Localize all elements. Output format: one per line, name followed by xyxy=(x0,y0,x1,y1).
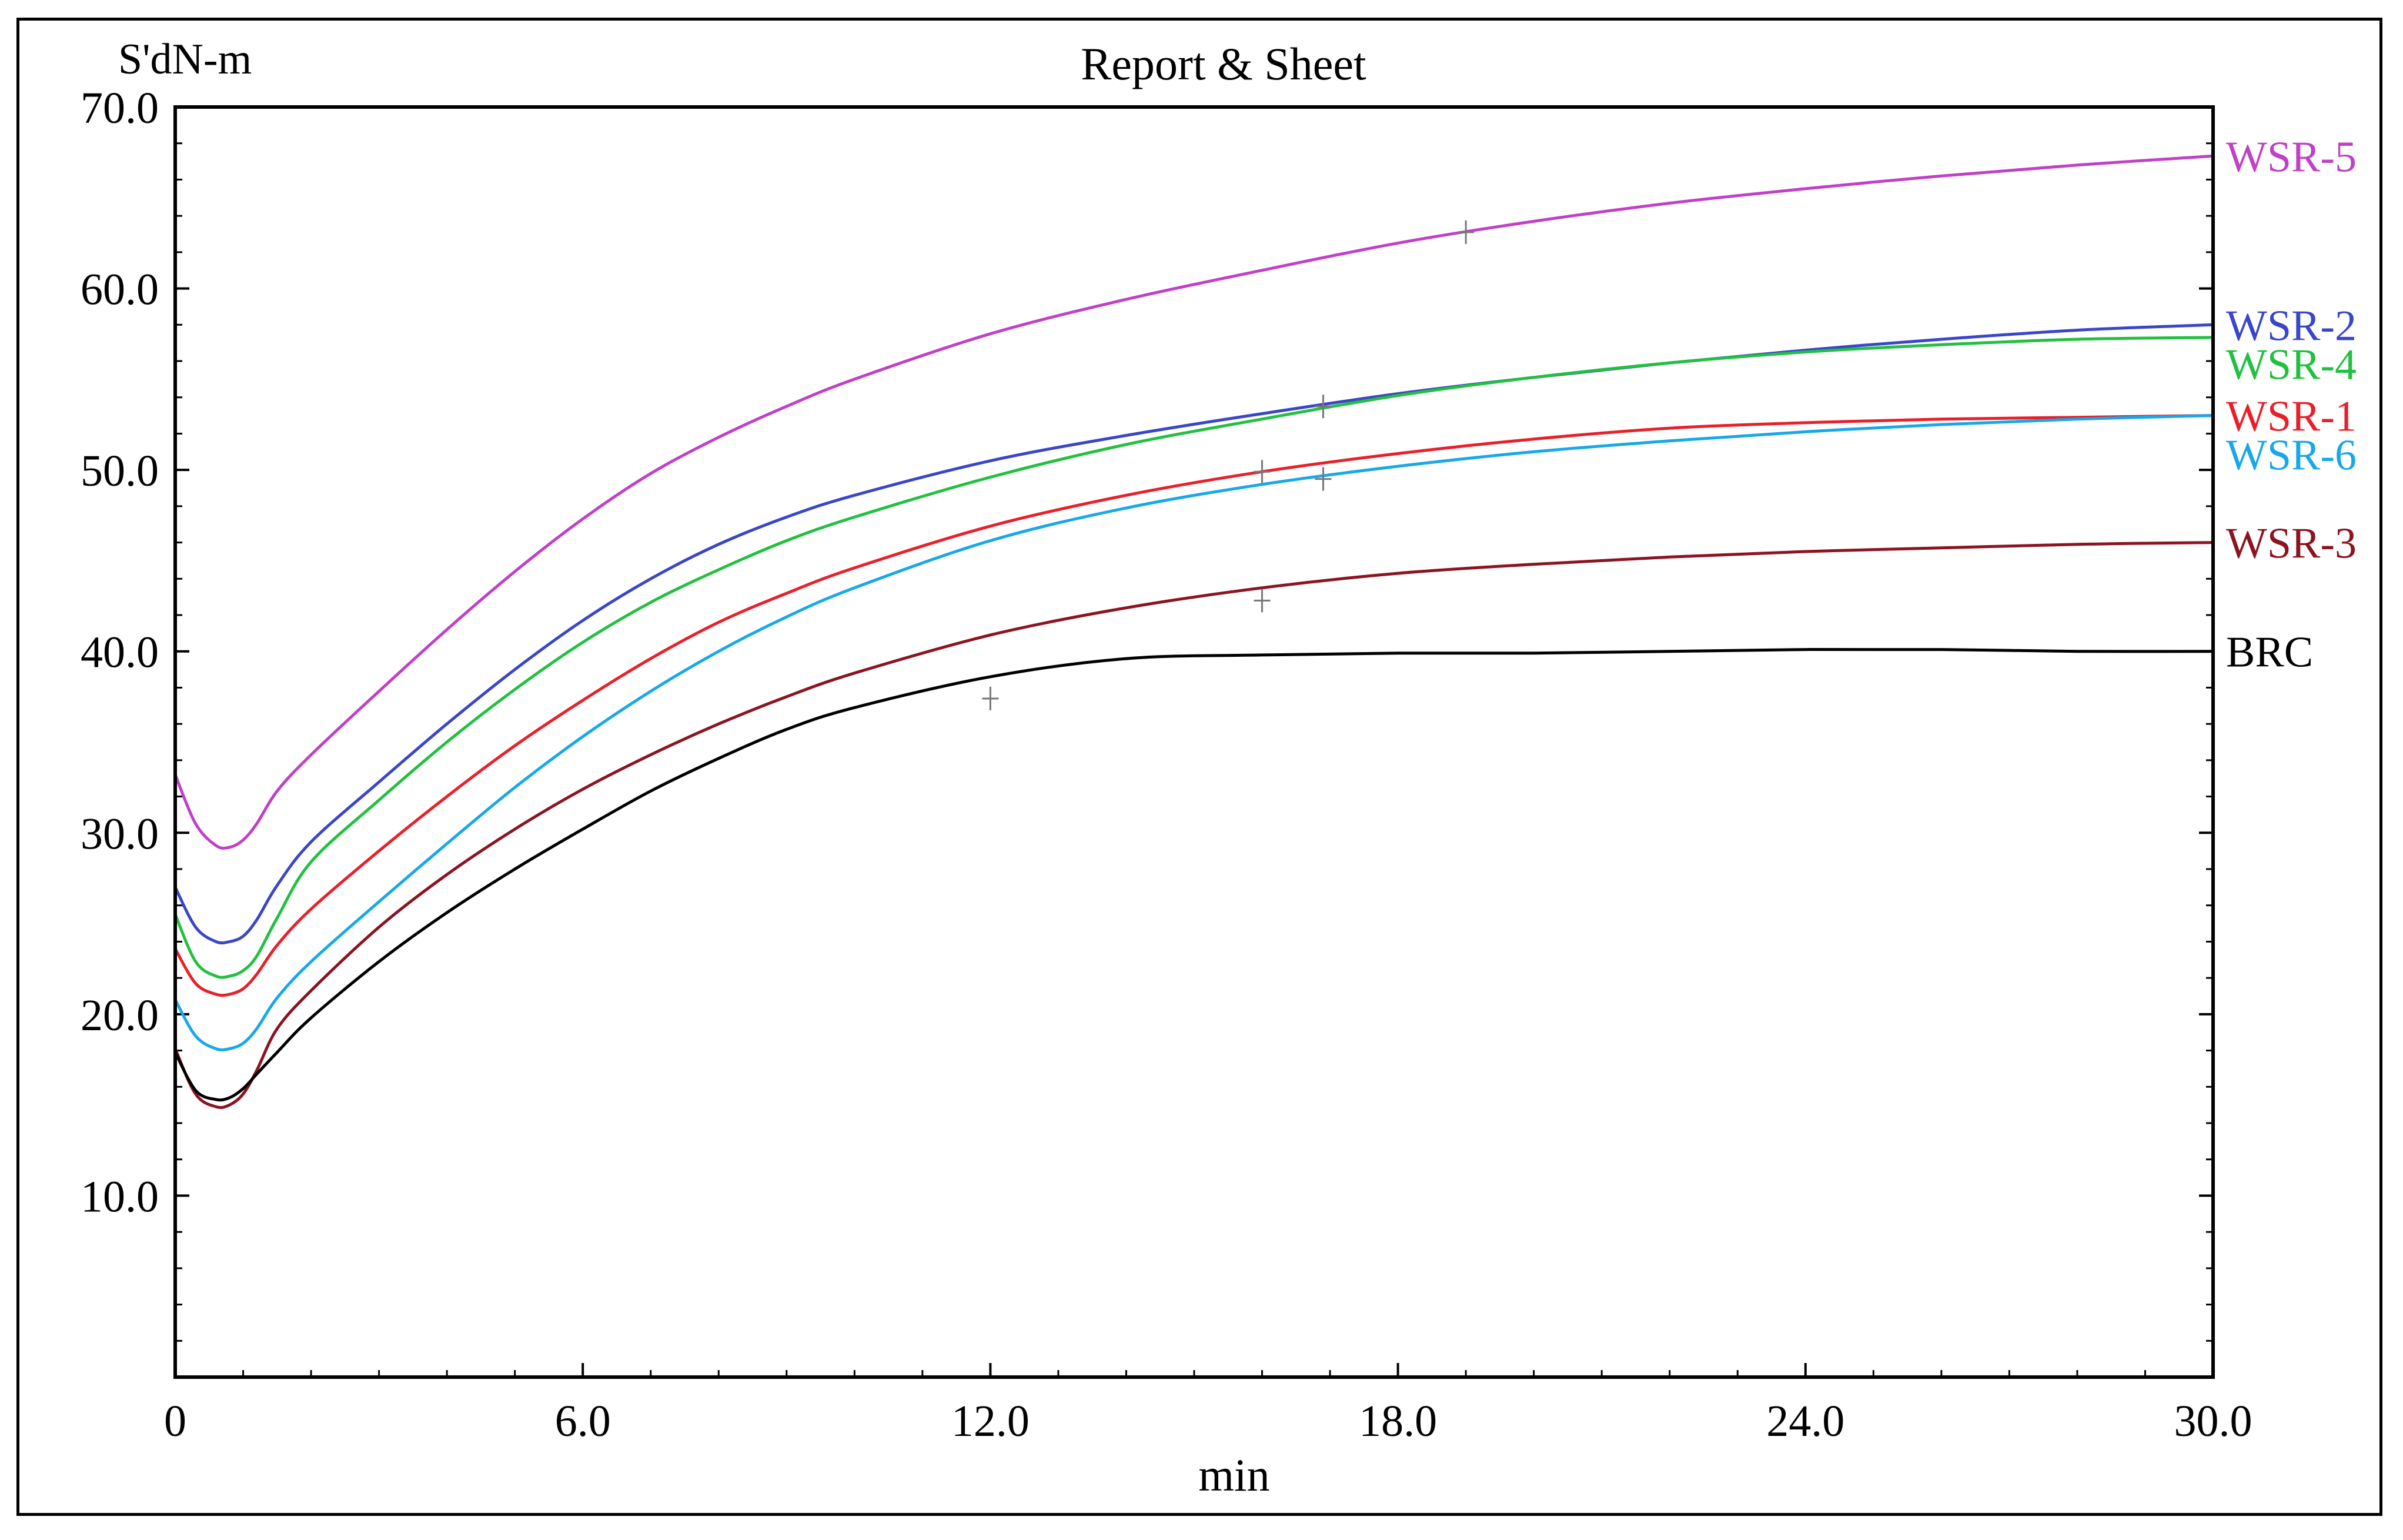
y-tick-label: 10.0 xyxy=(81,1172,159,1221)
series-line-brc xyxy=(173,647,2214,1102)
series-line-wsr-4 xyxy=(173,336,2214,979)
x-tick-label: 30.0 xyxy=(2174,1397,2252,1446)
x-tick-label: 0 xyxy=(164,1397,186,1446)
series-label-brc: BRC xyxy=(2226,629,2313,677)
y-axis-label: S'dN-m xyxy=(118,35,252,83)
y-tick-label: 50.0 xyxy=(81,446,159,496)
y-tick-label: 60.0 xyxy=(81,265,159,315)
series-line-wsr-6 xyxy=(173,414,2214,1051)
x-tick-label: 24.0 xyxy=(1766,1397,1844,1446)
rheometer-chart: Report & Sheet S'dN-m min 10.0 20.0 30.0 40… xyxy=(81,35,2357,1501)
chart-frame: Report & Sheet S'dN-m min 10.0 20.0 30.0 40… xyxy=(16,18,2382,1516)
x-tick-label: 12.0 xyxy=(951,1397,1030,1446)
x-tick-label: 6.0 xyxy=(555,1397,611,1446)
series-label-wsr-6: WSR-6 xyxy=(2226,432,2357,480)
y-tick-label: 70.0 xyxy=(81,83,159,133)
plot-border xyxy=(173,105,2215,1379)
series-label-wsr-4: WSR-4 xyxy=(2226,340,2357,389)
series-label-wsr-5: WSR-5 xyxy=(2226,133,2357,181)
series-line-wsr-5 xyxy=(173,154,2214,850)
series-label-wsr-3: WSR-3 xyxy=(2226,520,2357,568)
series-line-wsr-3 xyxy=(173,541,2214,1110)
series-label-wsr-1: WSR-1 xyxy=(2226,393,2357,441)
x-axis-label: min xyxy=(1198,1449,1269,1501)
x-tick-label: 18.0 xyxy=(1359,1397,1437,1446)
y-tick-label: 40.0 xyxy=(81,628,159,677)
plot-area: 10.0 20.0 30.0 40.0 50.0 60.0 70.0 0 6.0 12.0 18.0… xyxy=(81,83,2357,1446)
series-label-wsr-2: WSR-2 xyxy=(2226,302,2357,350)
series-line-wsr-1 xyxy=(173,414,2214,997)
y-tick-label: 20.0 xyxy=(81,991,159,1040)
y-tick-label: 30.0 xyxy=(81,809,159,858)
chart-title: Report & Sheet xyxy=(1081,38,1366,89)
